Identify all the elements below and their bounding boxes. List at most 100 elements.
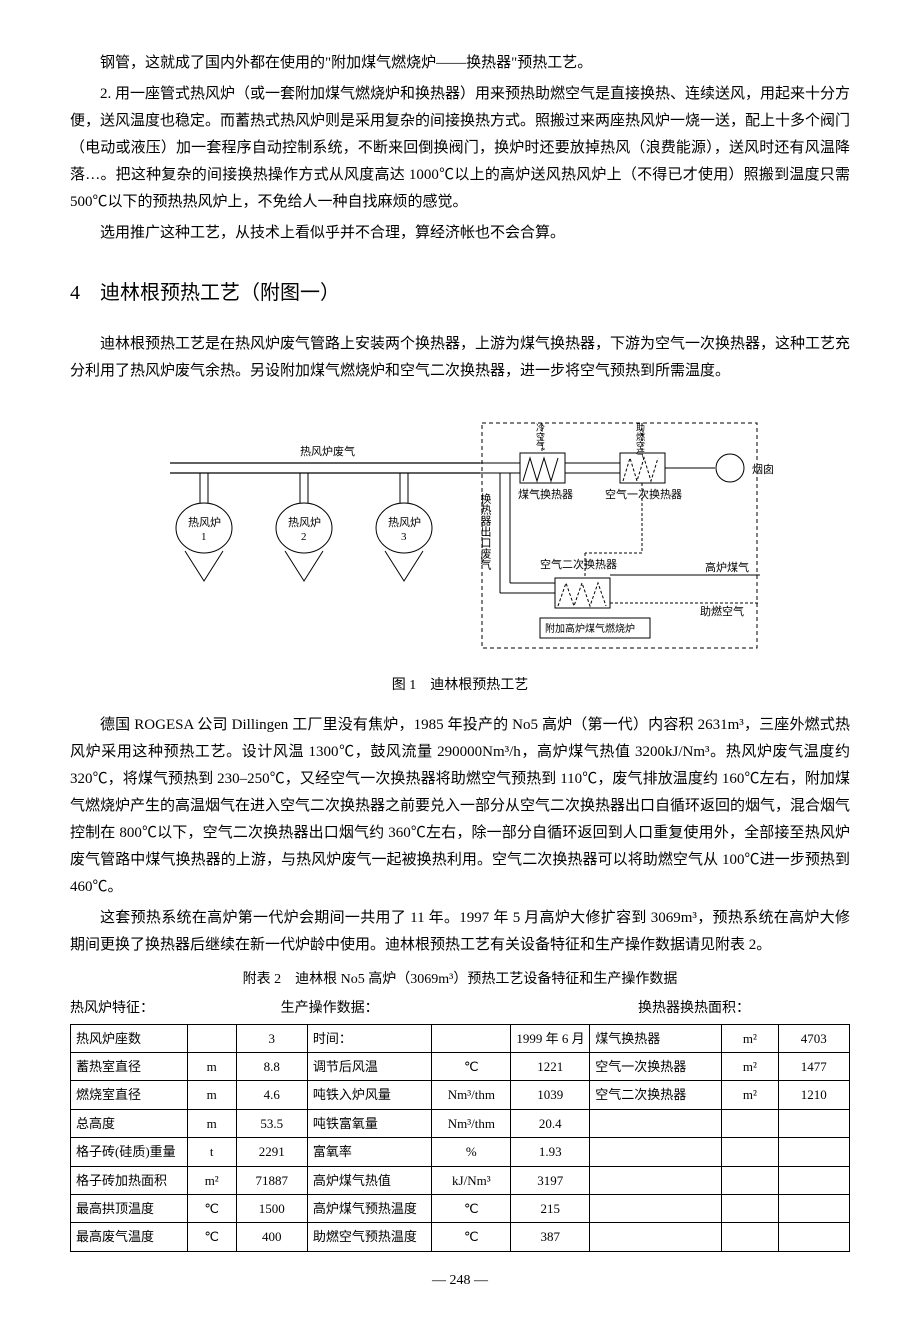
table-cell: 215 — [511, 1194, 590, 1222]
header-label-1: 热风炉特征： — [70, 996, 281, 1021]
table-cell: 1999 年 6 月 — [511, 1024, 590, 1052]
paragraph: 德国 ROGESA 公司 Dillingen 工厂里没有焦炉，1985 年投产的… — [70, 712, 850, 901]
table-cell: 格子砖(硅质)重量 — [71, 1138, 188, 1166]
table-cell: 最高废气温度 — [71, 1223, 188, 1251]
table-cell: m² — [187, 1166, 236, 1194]
table-cell: m² — [722, 1052, 778, 1080]
table-cell: 高炉煤气热值 — [307, 1166, 431, 1194]
table-cell: 1.93 — [511, 1138, 590, 1166]
table-cell: 调节后风温 — [307, 1052, 431, 1080]
table-header-labels: 热风炉特征： 生产操作数据： 换热器换热面积： — [70, 996, 850, 1021]
table-cell: 3197 — [511, 1166, 590, 1194]
svg-text:热风炉: 热风炉 — [388, 516, 421, 529]
table-cell — [590, 1194, 722, 1222]
table-row: 总高度m53.5吨铁富氧量Nm³/thm20.4 — [71, 1109, 850, 1137]
table-cell: m — [187, 1052, 236, 1080]
svg-text:煤气换热器: 煤气换热器 — [518, 487, 573, 501]
table-cell — [778, 1223, 849, 1251]
table-cell: 400 — [236, 1223, 307, 1251]
table-cell — [590, 1166, 722, 1194]
table-cell: ℃ — [187, 1194, 236, 1222]
table-cell: 格子砖加热面积 — [71, 1166, 188, 1194]
svg-text:附加高炉煤气燃烧炉: 附加高炉煤气燃烧炉 — [545, 622, 635, 635]
paragraph: 这套预热系统在高炉第一代炉会期间一共用了 11 年。1997 年 5 月高炉大修… — [70, 905, 850, 959]
table-cell: 吨铁富氧量 — [307, 1109, 431, 1137]
table-row: 格子砖加热面积m²71887高炉煤气热值kJ/Nm³3197 — [71, 1166, 850, 1194]
figure-1-diagram: 热风炉废气 热风炉 1 热风炉 2 热风炉 3 换热器出口废气 煤气换热器 冷空… — [140, 403, 780, 663]
svg-text:热风炉: 热风炉 — [288, 516, 321, 529]
paragraph: 迪林根预热工艺是在热风炉废气管路上安装两个换热器，上游为煤气换热器，下游为空气一… — [70, 331, 850, 385]
table-cell — [590, 1138, 722, 1166]
table-cell: t — [187, 1138, 236, 1166]
table-cell: 387 — [511, 1223, 590, 1251]
table-cell — [778, 1138, 849, 1166]
table-cell: 空气一次换热器 — [590, 1052, 722, 1080]
svg-text:烟囱: 烟囱 — [752, 462, 774, 476]
svg-text:热风炉: 热风炉 — [188, 516, 221, 529]
table-row: 热风炉座数3时间：1999 年 6 月煤气换热器m²4703 — [71, 1024, 850, 1052]
table-cell — [590, 1223, 722, 1251]
svg-text:空气二次换热器: 空气二次换热器 — [540, 557, 617, 571]
table-cell: 2291 — [236, 1138, 307, 1166]
svg-text:2: 2 — [301, 531, 307, 543]
table-cell — [778, 1109, 849, 1137]
page-number: — 248 — — [70, 1268, 850, 1293]
svg-text:助燃空气: 助燃空气 — [700, 604, 744, 618]
table-cell: Nm³/thm — [432, 1081, 511, 1109]
label-waste-gas: 热风炉废气 — [300, 444, 355, 458]
table-cell: 高炉煤气预热温度 — [307, 1194, 431, 1222]
table-cell — [778, 1194, 849, 1222]
table-cell: 1500 — [236, 1194, 307, 1222]
paragraph: 钢管，这就成了国内外都在使用的"附加煤气燃烧炉——换热器"预热工艺。 — [70, 50, 850, 77]
table-cell: 1221 — [511, 1052, 590, 1080]
table-cell: ℃ — [432, 1223, 511, 1251]
table-cell: 助燃空气预热温度 — [307, 1223, 431, 1251]
svg-text:空气一次换热器: 空气一次换热器 — [605, 487, 682, 501]
table-cell: m — [187, 1081, 236, 1109]
table-cell — [722, 1138, 778, 1166]
table-cell: 燃烧室直径 — [71, 1081, 188, 1109]
table-cell: ℃ — [432, 1052, 511, 1080]
table-cell — [590, 1109, 722, 1137]
table-cell — [778, 1166, 849, 1194]
table-row: 格子砖(硅质)重量t2291富氧率%1.93 — [71, 1138, 850, 1166]
table-cell: % — [432, 1138, 511, 1166]
table-cell: 4.6 — [236, 1081, 307, 1109]
table-cell: 吨铁入炉风量 — [307, 1081, 431, 1109]
table-cell: 总高度 — [71, 1109, 188, 1137]
table-cell: m² — [722, 1024, 778, 1052]
table-cell: 4703 — [778, 1024, 849, 1052]
table-cell: 1477 — [778, 1052, 849, 1080]
table-cell — [722, 1223, 778, 1251]
table-cell: 20.4 — [511, 1109, 590, 1137]
table-row: 最高废气温度℃400助燃空气预热温度℃387 — [71, 1223, 850, 1251]
svg-text:助燃空气: 助燃空气 — [635, 422, 645, 459]
table-cell: m² — [722, 1081, 778, 1109]
table-cell: 热风炉座数 — [71, 1024, 188, 1052]
table-cell: m — [187, 1109, 236, 1137]
table-row: 蓄热室直径m8.8调节后风温℃1221空气一次换热器m²1477 — [71, 1052, 850, 1080]
svg-text:换热器出口废气: 换热器出口废气 — [479, 492, 492, 570]
header-label-3: 换热器换热面积： — [538, 996, 850, 1021]
svg-text:冷空气: 冷空气 — [535, 422, 545, 450]
table-cell: Nm³/thm — [432, 1109, 511, 1137]
table-cell: 最高拱顶温度 — [71, 1194, 188, 1222]
svg-text:高炉煤气: 高炉煤气 — [705, 560, 749, 574]
table-cell — [187, 1024, 236, 1052]
table-cell: 蓄热室直径 — [71, 1052, 188, 1080]
svg-text:1: 1 — [201, 531, 207, 543]
paragraph: 选用推广这种工艺，从技术上看似乎并不合理，算经济帐也不会合算。 — [70, 220, 850, 247]
paragraph: 2. 用一座管式热风炉（或一套附加煤气燃烧炉和换热器）用来预热助燃空气是直接换热… — [70, 81, 850, 216]
table-cell: 3 — [236, 1024, 307, 1052]
table-cell — [432, 1024, 511, 1052]
table-row: 最高拱顶温度℃1500高炉煤气预热温度℃215 — [71, 1194, 850, 1222]
table-cell: 53.5 — [236, 1109, 307, 1137]
table-cell: 1210 — [778, 1081, 849, 1109]
table-cell: ℃ — [187, 1223, 236, 1251]
table-cell: 71887 — [236, 1166, 307, 1194]
table-cell: 富氧率 — [307, 1138, 431, 1166]
figure-1-caption: 图 1 迪林根预热工艺 — [70, 673, 850, 698]
section-heading-4: 4 迪林根预热工艺（附图一） — [70, 275, 850, 311]
table-cell: 8.8 — [236, 1052, 307, 1080]
table-row: 燃烧室直径m4.6吨铁入炉风量Nm³/thm1039空气二次换热器m²1210 — [71, 1081, 850, 1109]
